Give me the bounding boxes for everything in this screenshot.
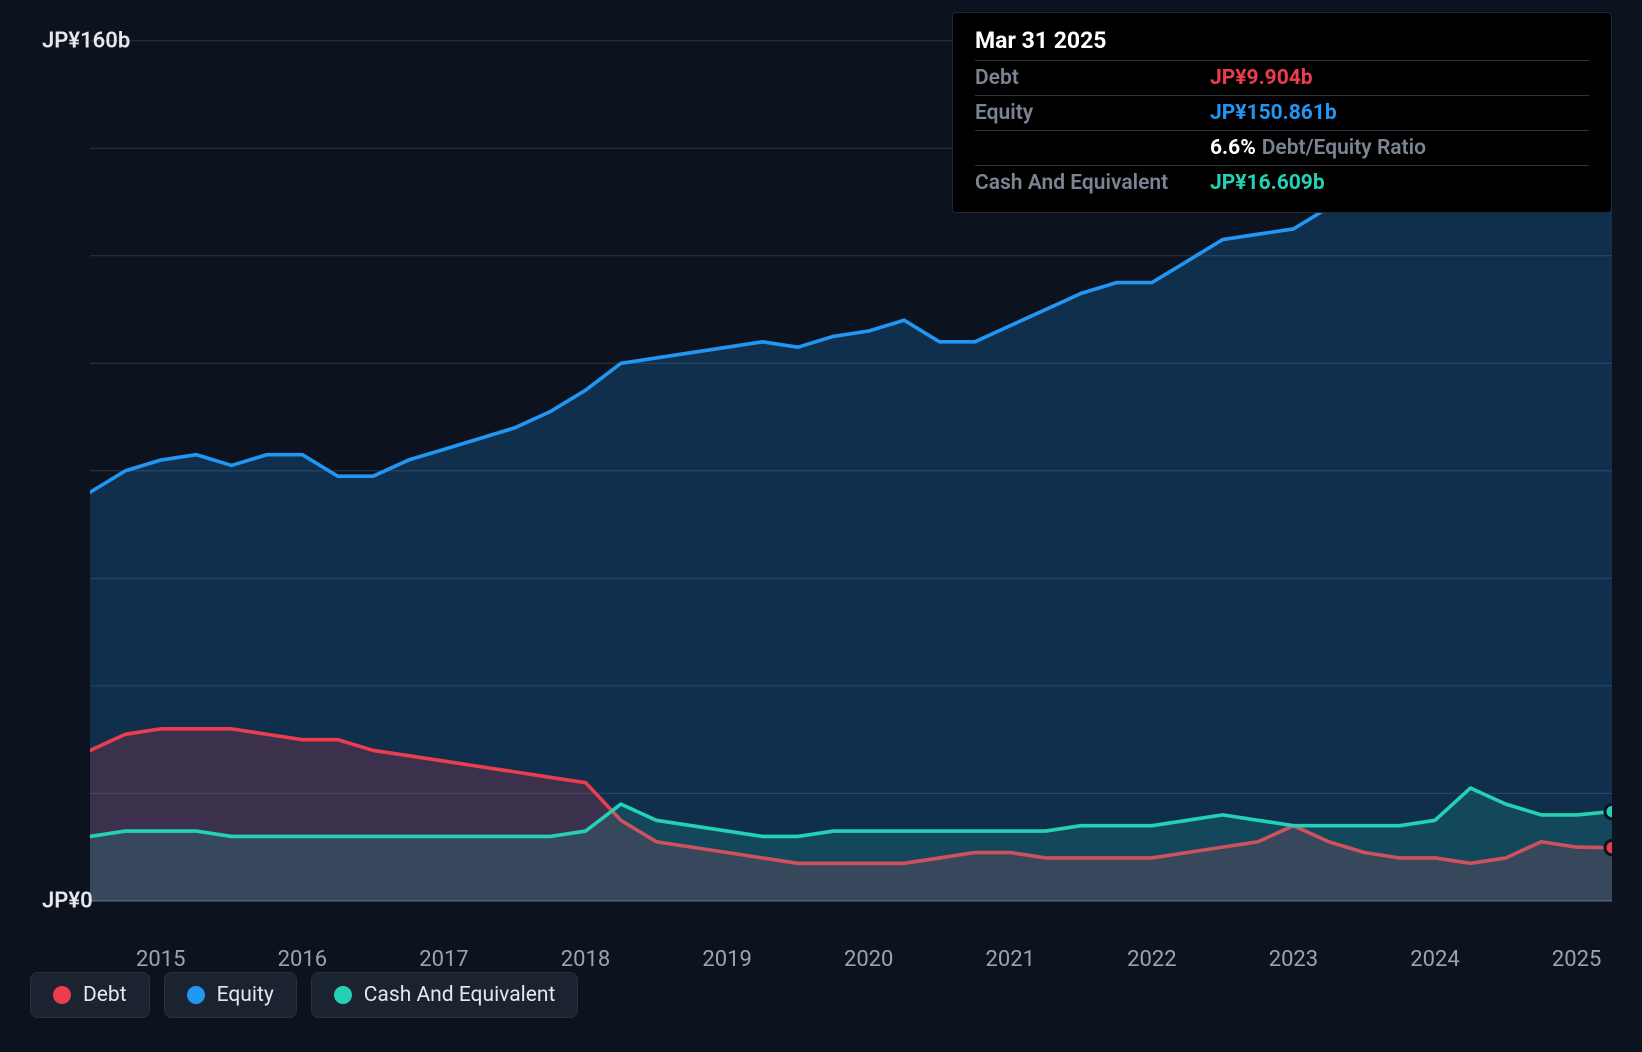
tooltip-value: JP¥9.904b [1210, 66, 1313, 90]
x-axis-label: 2018 [561, 947, 610, 972]
x-axis-label: 2021 [986, 947, 1035, 972]
tooltip-value: JP¥16.609b [1210, 171, 1325, 195]
x-axis-label: 2024 [1410, 947, 1459, 972]
y-axis-label: JP¥0 [42, 888, 93, 913]
x-axis-label: 2020 [844, 947, 893, 972]
x-axis-label: 2017 [419, 947, 468, 972]
tooltip-ratio-pct: 6.6% [1210, 136, 1256, 160]
legend-swatch-icon [187, 986, 205, 1004]
tooltip-row-equity: Equity JP¥150.861b [975, 95, 1589, 130]
legend-label: Equity [217, 983, 274, 1007]
legend-item-cash[interactable]: Cash And Equivalent [311, 972, 579, 1018]
x-axis-label: 2015 [136, 947, 185, 972]
tooltip-value: JP¥150.861b [1210, 101, 1337, 125]
tooltip-date: Mar 31 2025 [975, 27, 1589, 54]
y-axis-label: JP¥160b [42, 28, 130, 53]
x-axis-label: 2016 [278, 947, 327, 972]
x-axis-label: 2023 [1269, 947, 1318, 972]
tooltip: Mar 31 2025 Debt JP¥9.904b Equity JP¥150… [952, 12, 1612, 213]
tooltip-row-cash: Cash And Equivalent JP¥16.609b [975, 165, 1589, 200]
legend-label: Cash And Equivalent [364, 983, 556, 1007]
x-axis-label: 2022 [1127, 947, 1176, 972]
tooltip-label: Debt [975, 66, 1210, 90]
x-axis-label: 2025 [1552, 947, 1601, 972]
legend-label: Debt [83, 983, 127, 1007]
tooltip-label: Cash And Equivalent [975, 171, 1210, 195]
legend-item-debt[interactable]: Debt [30, 972, 150, 1018]
tooltip-label: Equity [975, 101, 1210, 125]
legend-swatch-icon [53, 986, 71, 1004]
x-axis-label: 2019 [702, 947, 751, 972]
legend: Debt Equity Cash And Equivalent [30, 972, 578, 1018]
tooltip-row-ratio: 6.6% Debt/Equity Ratio [975, 130, 1589, 165]
legend-swatch-icon [334, 986, 352, 1004]
tooltip-row-debt: Debt JP¥9.904b [975, 60, 1589, 95]
legend-item-equity[interactable]: Equity [164, 972, 297, 1018]
tooltip-ratio-label: Debt/Equity Ratio [1262, 136, 1426, 160]
